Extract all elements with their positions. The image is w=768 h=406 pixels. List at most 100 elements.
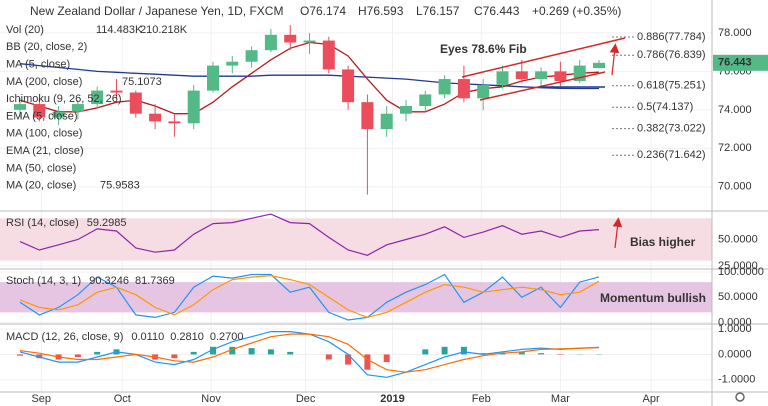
quote: H76.593 [358,4,404,18]
candle-body [361,102,374,130]
histogram-bar [94,351,101,355]
x-tick-label: Nov [201,393,221,405]
candle-body [593,62,605,69]
labels: Sep Oct Nov Dec 2019 Feb Mar Apr 70.000 72.000 74.… [6,4,768,405]
arrow [612,217,623,249]
settings-icon[interactable] [735,392,745,402]
histogram-bar [171,354,178,359]
histogram-bar [229,346,236,355]
panel-title: MACD (12, 26, close, 9) [6,331,123,343]
fib-label: 0.382(73.022) [637,123,706,135]
candle-body [149,113,162,122]
x-tick-label: Mar [551,393,570,405]
histogram-bar [441,346,448,355]
candle-body [554,71,567,81]
x-tick-label: Dec [296,393,316,405]
candle-body [400,106,412,114]
histogram-bar [74,354,81,357]
candle-body [129,92,142,114]
legend-entry: MA (100, close) [6,128,82,140]
histogram-bar [557,354,564,355]
legend-entry: BB (20, close, 2) [6,41,87,53]
x-tick-label: Apr [643,393,660,405]
legend-entry: MA (50, close) [6,162,76,174]
candle-body [438,79,451,95]
y-tick-label: 0.0000 [718,316,752,328]
indicator-line [19,274,600,319]
change: +0.269 (+0.35%) [532,4,621,18]
histogram-bar [518,351,525,355]
y-tick-label: 100.0000 [718,266,764,278]
y-tick-label: 0.0000 [718,348,752,360]
candle-body [33,104,46,118]
candle-body [187,90,200,124]
candle-body [168,121,181,124]
indicator-line [19,213,600,256]
candle-body [515,71,528,80]
candle-body [380,113,393,130]
histogram-bar [36,354,43,359]
chart-title: New Zealand Dollar / Japanese Yen, 1D, F… [30,4,283,18]
x-tick-label: Feb [472,393,491,405]
arrow [609,43,620,76]
histogram-bar [17,354,23,356]
histogram-bar [538,353,545,355]
band [0,282,712,313]
histogram-bar [325,354,332,360]
indicator-line [19,333,600,373]
y-tick-label: -1.0000 [718,374,755,386]
legend-value: 90.3246 [89,275,129,287]
legend-value: 81.7369 [135,275,175,287]
candle-body [264,34,277,51]
candle-body [535,71,548,80]
histogram-bar [287,351,294,355]
fib-label: 0.886(77.784) [637,31,706,43]
histogram-bar [248,348,255,355]
candle-body [477,84,490,99]
candle-body [226,61,239,66]
candle-body [284,34,297,43]
fib-label: 0.618(75.251) [637,80,706,92]
y-tick-label: 25.0000 [718,260,758,272]
quote: O76.174 [300,4,346,18]
histogram-bar [383,354,390,363]
trend-line [461,37,626,78]
legend-entry: Vol (20) [6,24,44,36]
grid [0,0,712,392]
y-tick-label: 50.0000 [718,233,758,245]
histogram-bar [267,349,274,355]
legend-value: 0.2700 [210,331,244,343]
histogram-bar [210,346,216,355]
candle-body [245,50,258,62]
candle-body [419,94,432,106]
histogram-bar [364,354,371,370]
last-price: 76.443 [718,57,752,69]
legend-entry: EMA (21, close) [6,145,84,157]
legend-entry: Ichimoku (9, 26, 52, 26) [6,93,122,105]
fib-label: 0.5(74.137) [637,101,693,113]
candle-body [342,69,355,103]
y-tick-label: 70.000 [718,181,752,193]
annotation: Momentum bullish [600,291,706,305]
panel-title: Stoch (14, 3, 1) [6,275,81,287]
y-tick-label: 74.000 [718,104,752,116]
x-tick-label: Oct [114,393,131,405]
trend-line [479,71,606,101]
y-tick-label: 78.000 [718,27,752,39]
legend-entry: MA (20, close) [6,180,76,192]
fib-label: 0.786(76.839) [637,49,706,61]
candle-body [14,104,26,110]
quote: C76.443 [474,4,520,18]
panel-title: RSI (14, close) [6,217,79,229]
annotation: Eyes 78.6% Fib [440,42,527,56]
legend-value: 75.1073 [122,76,162,88]
candle-body [457,79,470,99]
histogram-bar [345,354,352,365]
legend-value: 75.9583 [100,180,140,192]
candle-body [91,90,104,105]
y-tick-label: 50.0000 [718,291,758,303]
legend-value: 0.0110 [131,331,164,343]
y-tick-label: 1.0000 [718,323,752,335]
